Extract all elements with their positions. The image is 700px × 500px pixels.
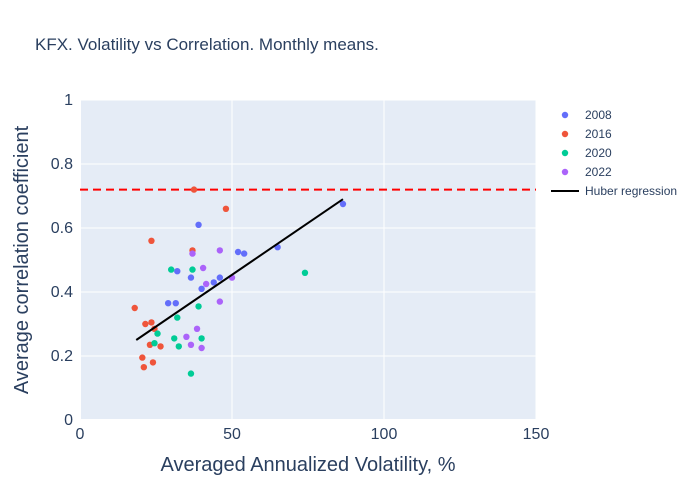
legend-marker (561, 130, 569, 138)
regression-line (135, 198, 344, 341)
x-tick-label: 100 (371, 426, 398, 443)
data-point (187, 370, 195, 377)
data-point (210, 279, 217, 286)
data-point (187, 274, 195, 281)
data-point (175, 343, 182, 350)
legend-label: 2008 (585, 108, 612, 122)
x-tick-label: 150 (523, 426, 550, 443)
data-point (183, 333, 190, 340)
data-point (157, 343, 164, 350)
data-point (301, 269, 309, 276)
data-point (198, 335, 205, 342)
data-point (199, 264, 207, 272)
legend-label: 2022 (585, 165, 612, 179)
y-tick-label: 0.6 (51, 220, 73, 237)
y-tick-label: 0.2 (51, 348, 73, 365)
data-point (222, 205, 230, 212)
data-point (216, 298, 224, 305)
y-tick-label: 0 (64, 412, 73, 429)
legend-label: Huber regression (585, 184, 677, 198)
data-point (198, 285, 205, 292)
y-tick-label: 0.4 (51, 284, 73, 301)
regression-line-group (135, 198, 344, 341)
legend-label: 2020 (585, 146, 612, 160)
data-point (140, 364, 148, 371)
data-point (172, 300, 179, 307)
data-point (195, 221, 202, 228)
data-point (216, 274, 224, 281)
data-point (339, 200, 347, 208)
data-point (234, 248, 242, 256)
legend-label: 2016 (585, 127, 612, 141)
data-point (148, 237, 155, 244)
data-point (240, 250, 248, 257)
y-tick-label: 1 (64, 92, 73, 109)
x-tick-label: 50 (223, 426, 241, 443)
data-points (131, 186, 347, 377)
data-point (168, 266, 175, 273)
legend-marker (561, 149, 569, 157)
series-2022 (183, 247, 236, 352)
data-point (131, 304, 138, 312)
x-tick-label: 0 (76, 426, 85, 443)
y-axis-ticks: 0 0.2 0.4 0.6 0.8 1 (51, 92, 73, 429)
legend-marker (561, 168, 569, 176)
grid (79, 99, 537, 421)
series-2008 (164, 200, 347, 307)
data-point (151, 340, 158, 347)
chart-title: KFX. Volatility vs Correlation. Monthly … (35, 35, 379, 54)
data-point (198, 344, 205, 352)
data-point (202, 280, 210, 288)
data-point (164, 300, 172, 307)
data-point (189, 266, 196, 273)
data-point (189, 250, 196, 257)
series-2020 (151, 266, 309, 377)
data-point (149, 359, 157, 366)
data-point (187, 341, 195, 348)
y-tick-label: 0.8 (51, 156, 73, 173)
data-point (174, 314, 181, 321)
data-point (142, 320, 149, 328)
data-point (190, 186, 198, 193)
data-point (154, 330, 161, 337)
data-point (216, 247, 224, 254)
x-axis-ticks: 0 50 100 150 (76, 426, 550, 443)
data-point (148, 319, 155, 326)
data-point (195, 303, 202, 310)
data-point (193, 325, 201, 332)
legend-marker (561, 111, 569, 119)
legend: 2008 2016 2020 2022 Huber regression (551, 108, 677, 198)
y-axis-title: Average correlation coefficient (11, 125, 33, 394)
data-point (171, 335, 178, 342)
x-axis-title: Averaged Annualized Volatility, % (160, 454, 455, 476)
data-point (174, 268, 181, 275)
plot-area (80, 100, 536, 420)
data-point (139, 354, 146, 361)
